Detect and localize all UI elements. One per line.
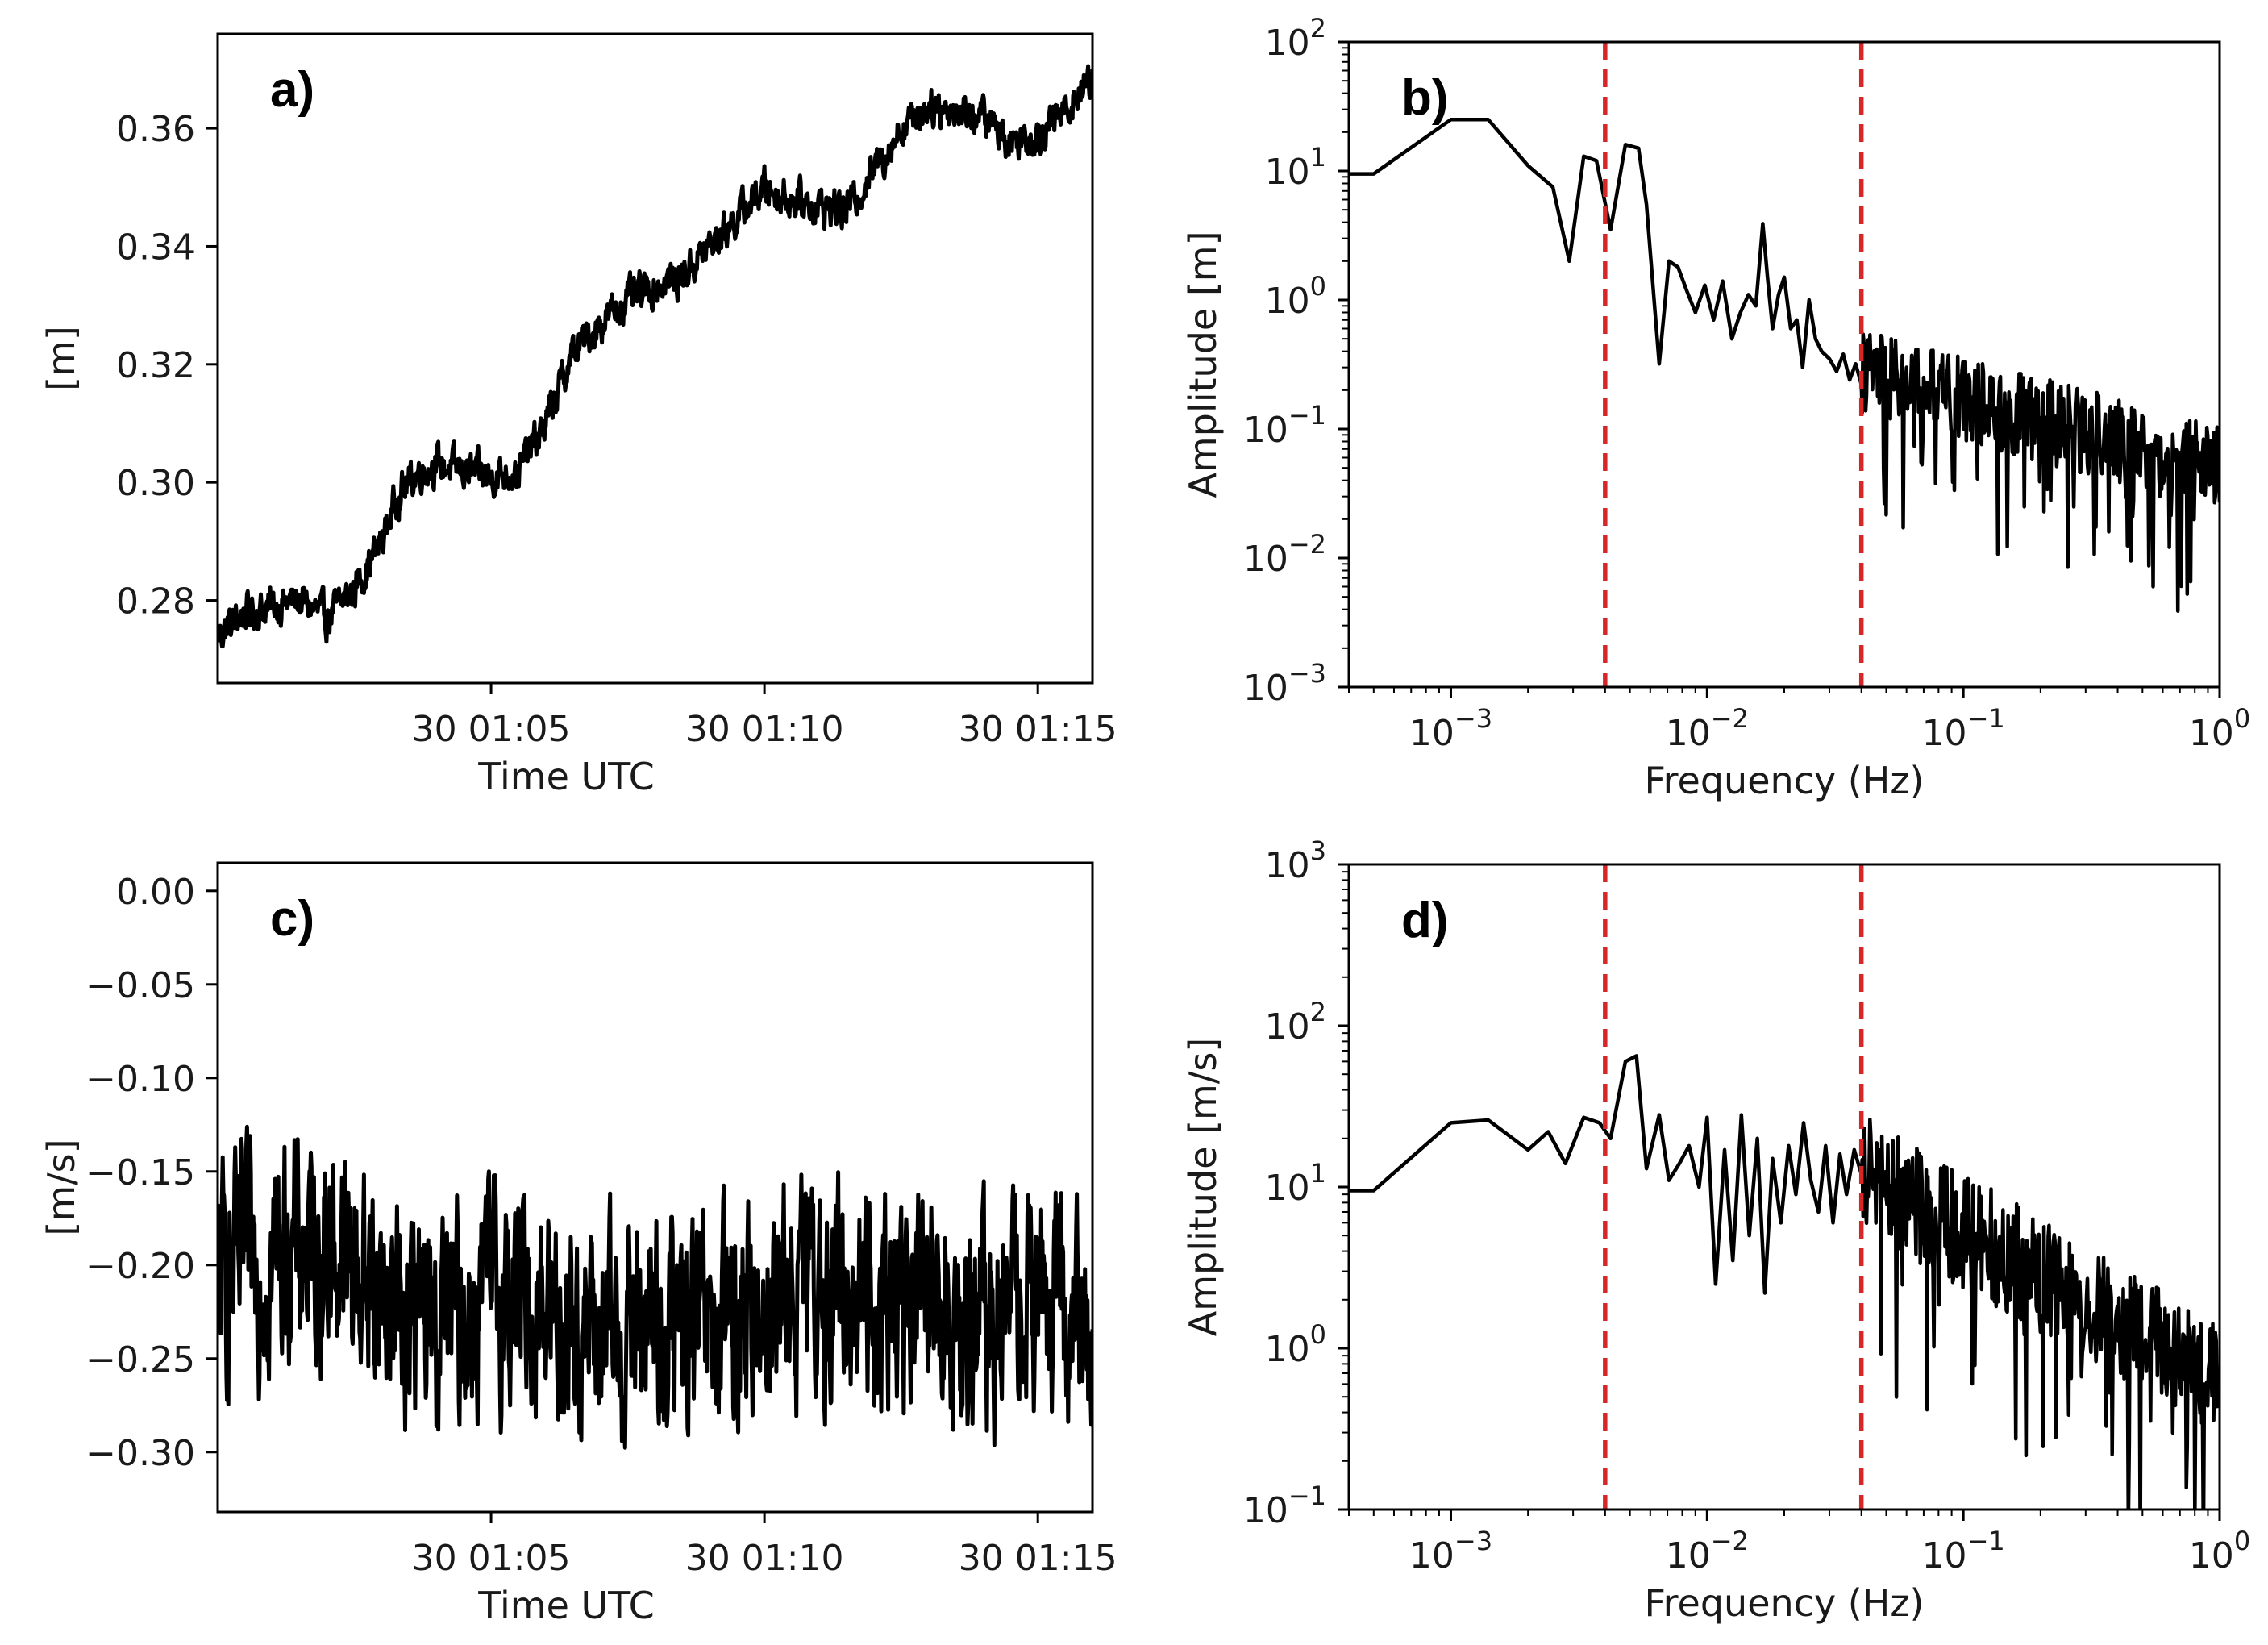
y-tick-label: 103	[1265, 835, 1326, 886]
x-tick-label: 10−2	[1666, 703, 1749, 754]
y-tick-label: 0.30	[116, 463, 195, 504]
panel-label: c)	[270, 891, 314, 947]
y-tick-label: 10−2	[1243, 529, 1326, 580]
series-line-spectrum	[1349, 1054, 2220, 1510]
x-axis-label: Time UTC	[477, 755, 654, 798]
y-tick-label: 0.32	[116, 345, 195, 386]
panel-label: b)	[1401, 70, 1449, 126]
y-tick-label: 0.34	[116, 227, 195, 268]
x-tick-label: 10−1	[1922, 1526, 2005, 1576]
x-tick-label: 30 01:10	[685, 1538, 844, 1579]
series-line-spectrum	[1349, 118, 2220, 613]
y-tick-label: 100	[1265, 1319, 1326, 1370]
y-tick-label: −0.20	[86, 1246, 195, 1287]
panel-d: 10−3 10−2 10−1 100 10−1 100 101 102 103 Frequency…	[1181, 835, 2250, 1625]
x-tick-label: 100	[2189, 703, 2250, 754]
y-tick-label: 0.36	[116, 109, 195, 150]
series-line-velocity	[218, 1124, 1092, 1450]
y-axis-label: Amplitude [m/s]	[1181, 1038, 1225, 1337]
y-axis-label: Amplitude [m]	[1181, 231, 1225, 498]
y-tick-label: −0.30	[86, 1433, 195, 1474]
y-tick-label: 0.28	[116, 581, 195, 623]
x-tick-label: 100	[2189, 1526, 2250, 1576]
y-tick-label: 0.00	[116, 872, 195, 913]
plot-frame	[216, 32, 1094, 685]
panel-label: a)	[270, 62, 314, 118]
plot-frame	[1347, 40, 2221, 689]
y-tick-label: 101	[1265, 1158, 1326, 1209]
y-tick-label: 10−1	[1243, 1480, 1326, 1531]
y-tick-label: 102	[1265, 13, 1326, 64]
series-line-displacement	[218, 64, 1092, 649]
x-tick-label: 30 01:05	[412, 709, 571, 750]
y-tick-label: 10−1	[1243, 400, 1326, 451]
x-tick-label: 30 01:05	[412, 1538, 571, 1579]
x-tick-label: 30 01:15	[959, 709, 1117, 750]
panel-a: 30 01:05 30 01:10 30 01:15 0.28 0.30 0.32 0.34…	[40, 32, 1117, 798]
y-axis-label: [m/s]	[40, 1139, 83, 1235]
y-tick-label: 101	[1265, 142, 1326, 193]
panel-b: 10−3 10−2 10−1 100 10−3 10−2 10−1 100 101 102 Freq…	[1181, 13, 2250, 802]
y-tick-label: −0.10	[86, 1059, 195, 1100]
x-tick-label: 10−1	[1922, 703, 2005, 754]
y-tick-label: −0.05	[86, 965, 195, 1006]
y-tick-label: 100	[1265, 271, 1326, 322]
x-tick-label: 30 01:10	[685, 709, 844, 750]
panel-label: d)	[1401, 893, 1449, 948]
plot-frame	[216, 861, 1094, 1514]
y-tick-label: −0.15	[86, 1152, 195, 1193]
panel-c: 30 01:05 30 01:10 30 01:15 0.00 −0.05 −0.10 −0…	[40, 861, 1117, 1627]
x-tick-label: 30 01:15	[959, 1538, 1117, 1579]
y-tick-label: −0.25	[86, 1339, 195, 1381]
x-tick-label: 10−2	[1666, 1526, 1749, 1576]
x-tick-label: 10−3	[1409, 703, 1492, 754]
y-axis-label: [m]	[40, 326, 83, 391]
x-tick-label: 10−3	[1409, 1526, 1492, 1576]
x-axis-label: Frequency (Hz)	[1645, 759, 1925, 802]
y-tick-label: 10−3	[1243, 658, 1326, 709]
y-tick-label: 102	[1265, 997, 1326, 1047]
x-axis-label: Frequency (Hz)	[1645, 1581, 1925, 1625]
x-axis-label: Time UTC	[477, 1584, 654, 1627]
